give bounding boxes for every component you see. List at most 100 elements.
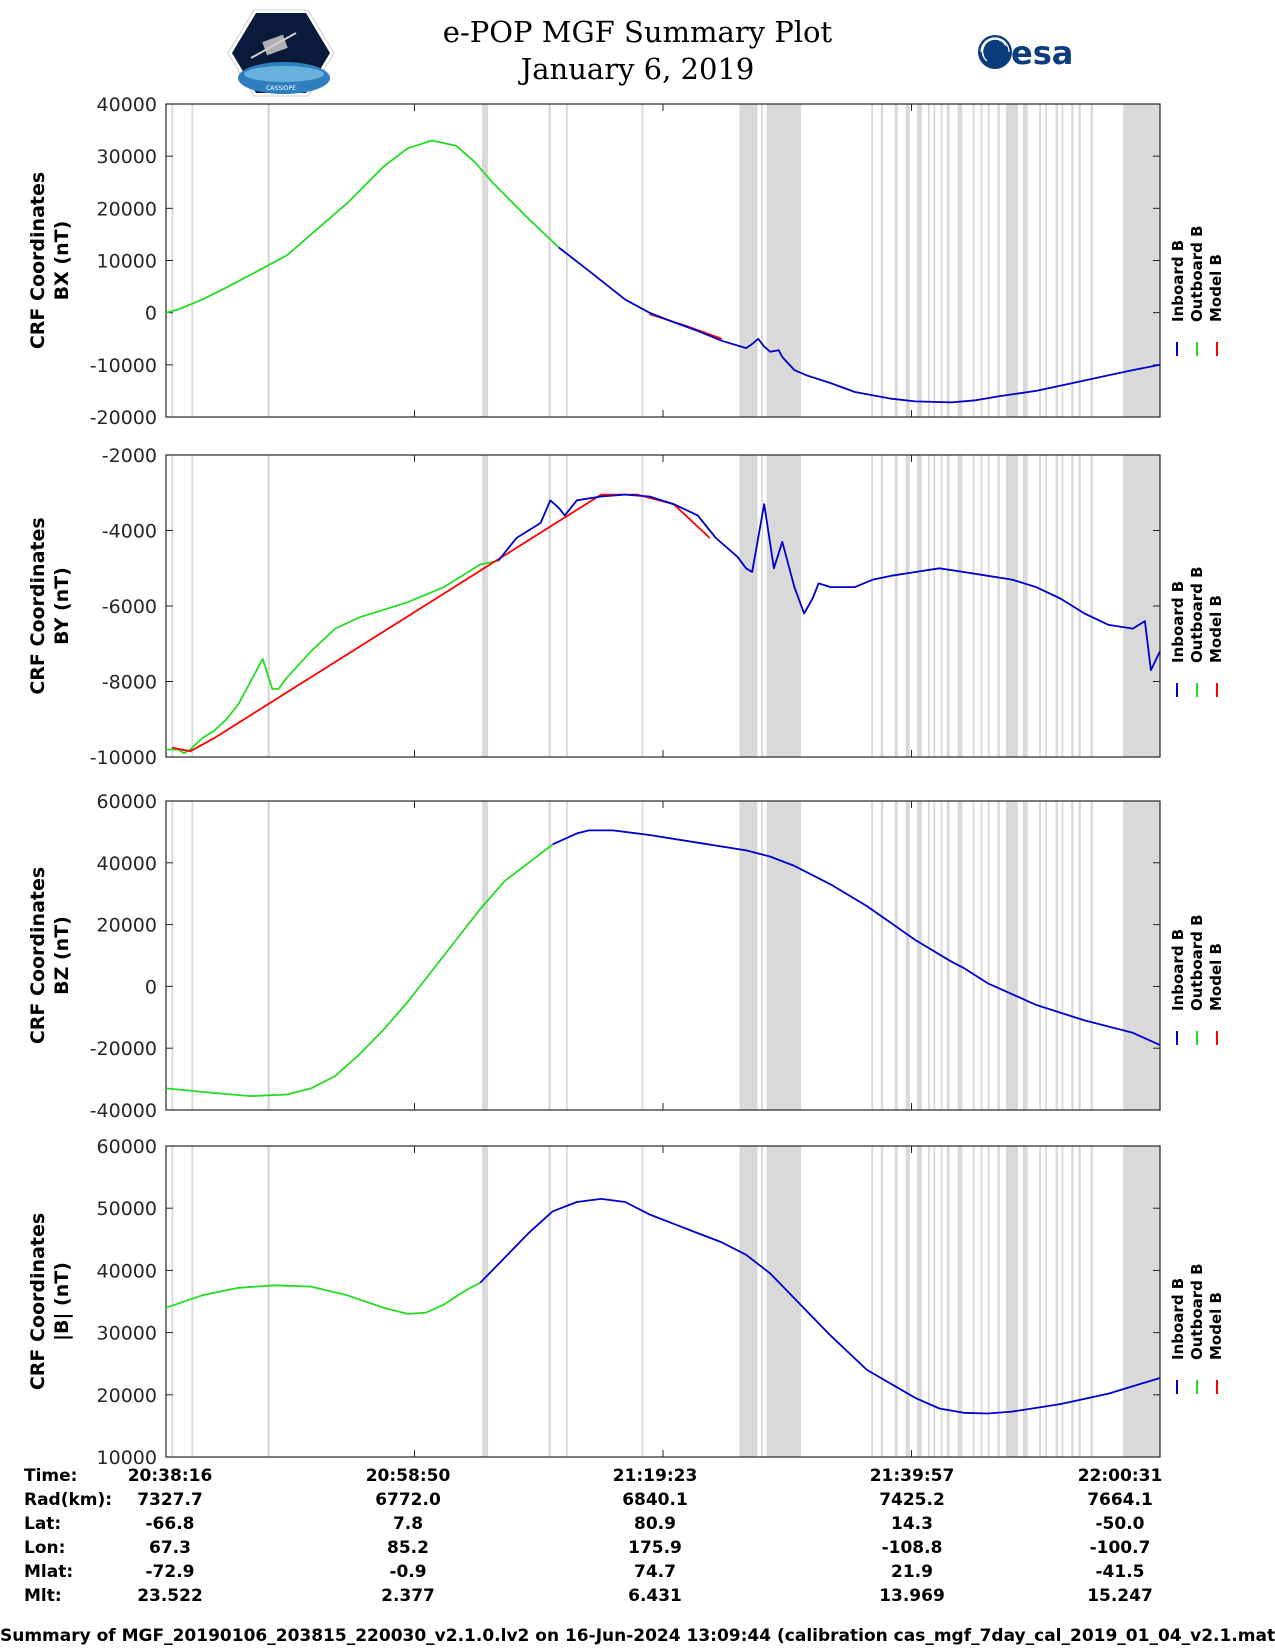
info-row-lon: Lon: 67.3 85.2 175.9 -108.8 -100.7	[0, 1538, 1275, 1562]
data-gap-band	[1090, 801, 1093, 1110]
y-tick-label: -10000	[90, 355, 157, 377]
data-gap-band	[1045, 455, 1048, 757]
data-gap-band	[1005, 801, 1018, 1110]
series-line-model-b	[171, 493, 711, 753]
data-gap-band	[482, 801, 489, 1110]
series-line-outboard-b	[165, 139, 560, 314]
info-label: Time:	[24, 1466, 78, 1486]
title-line-2: January 6, 2019	[520, 52, 755, 86]
data-gap-band	[1090, 104, 1093, 417]
data-gap-band	[1039, 104, 1041, 417]
data-gap-band	[871, 801, 873, 1110]
series-line-inboard-b	[479, 1198, 1161, 1415]
info-label: Lat:	[24, 1514, 62, 1534]
y-tick-label: 60000	[97, 1136, 157, 1158]
data-gap-band	[1078, 801, 1081, 1110]
data-gap-band	[1123, 801, 1160, 1110]
y-tick-label: -6000	[102, 596, 157, 618]
data-gap-band	[880, 104, 884, 417]
data-gap-band	[739, 104, 758, 417]
data-gap-band	[905, 801, 910, 1110]
info-value: 175.9	[628, 1538, 682, 1558]
info-value: 7425.2	[879, 1490, 945, 1510]
data-gap-band	[1045, 104, 1048, 417]
data-gap-band	[987, 104, 990, 417]
data-gap-band	[987, 801, 990, 1110]
orbit-info-table: Time: 20:38:16 20:58:50 21:19:23 21:39:5…	[0, 1466, 1275, 1621]
title-line-1: e-POP MGF Summary Plot	[442, 15, 833, 49]
data-gap-band	[927, 455, 930, 757]
data-gap-band	[1039, 801, 1041, 1110]
y-tick-label: -20000	[90, 1038, 157, 1060]
info-row-lat: Lat: -66.8 7.8 80.9 14.3 -50.0	[0, 1514, 1275, 1538]
data-gap-band	[894, 455, 898, 757]
series-line-inboard-b	[552, 829, 1161, 1046]
data-gap-band	[1045, 801, 1048, 1110]
data-gap-band	[1022, 104, 1028, 417]
data-gap-band	[1005, 1146, 1018, 1457]
y-tick-label: 50000	[97, 1198, 157, 1220]
data-gap-band	[1123, 1146, 1160, 1457]
data-gap-band	[1078, 455, 1081, 757]
data-gap-band	[972, 801, 975, 1110]
esa-logo: esa	[978, 34, 1073, 72]
info-value: 67.3	[149, 1538, 191, 1558]
y-tick-label: 0	[145, 976, 157, 998]
info-value: 21.9	[891, 1562, 933, 1582]
data-gap-band	[766, 104, 802, 417]
data-gap-band	[933, 104, 936, 417]
y-tick-label: 10000	[97, 1447, 157, 1469]
data-gap-band	[1061, 1146, 1064, 1457]
data-gap-band	[641, 801, 644, 1110]
data-gap-band	[1055, 455, 1058, 757]
y-axis-label-line1: CRF Coordinates	[27, 517, 49, 694]
data-gap-band	[1061, 104, 1064, 417]
data-gap-band	[766, 801, 802, 1110]
data-gap-band	[905, 455, 910, 757]
data-gap-band	[548, 455, 551, 757]
legend-label: Outboard B	[1188, 1263, 1206, 1360]
data-gap-band	[191, 801, 194, 1110]
data-gap-band	[766, 455, 802, 757]
data-gap-band	[1078, 1146, 1081, 1457]
info-value: -50.0	[1095, 1514, 1145, 1534]
y-tick-label: 20000	[97, 1385, 157, 1407]
data-gap-band	[980, 801, 983, 1110]
data-gap-band	[1022, 1146, 1028, 1457]
info-value: 7.8	[392, 1514, 424, 1534]
data-gap-band	[761, 1146, 764, 1457]
y-axis-label-line2: BZ (nT)	[51, 916, 73, 995]
data-gap-band	[761, 104, 764, 417]
data-gap-band	[972, 104, 975, 417]
logo-text: CASSIOPE	[266, 85, 296, 92]
y-axis-label-line2: BY (nT)	[51, 567, 73, 645]
data-gap-band	[957, 104, 963, 417]
y-tick-label: -10000	[90, 747, 157, 769]
data-gap-band	[917, 1146, 922, 1457]
legend-label: Inboard B	[1169, 929, 1187, 1011]
data-gap-band	[761, 455, 764, 757]
info-value: 74.7	[634, 1562, 676, 1582]
info-value: -100.7	[1089, 1538, 1151, 1558]
data-gap-band	[917, 104, 922, 417]
info-value: 20:58:50	[365, 1466, 451, 1486]
panel-2: -2000 -4000 -6000 -8000 -10000 CRF Coordinate…	[27, 445, 1225, 769]
y-axis-label-line2: BX (nT)	[51, 221, 73, 301]
data-gap-band	[267, 455, 270, 757]
data-gap-band	[894, 104, 898, 417]
info-label: Rad(km):	[24, 1490, 113, 1510]
series-line-outboard-b	[165, 1282, 481, 1315]
data-gap-band	[548, 104, 551, 417]
y-tick-label: 30000	[97, 1323, 157, 1345]
legend-label: Model B	[1207, 943, 1225, 1011]
data-gap-band	[940, 455, 943, 757]
data-gap-band	[880, 455, 884, 757]
info-value: 6840.1	[622, 1490, 688, 1510]
data-gap-band	[871, 455, 873, 757]
data-gap-band	[1071, 801, 1074, 1110]
data-gap-band	[940, 1146, 943, 1457]
data-gap-band	[641, 455, 644, 757]
legend-label: Outboard B	[1188, 225, 1206, 322]
info-value: 6772.0	[375, 1490, 441, 1510]
data-gap-band	[946, 104, 950, 417]
